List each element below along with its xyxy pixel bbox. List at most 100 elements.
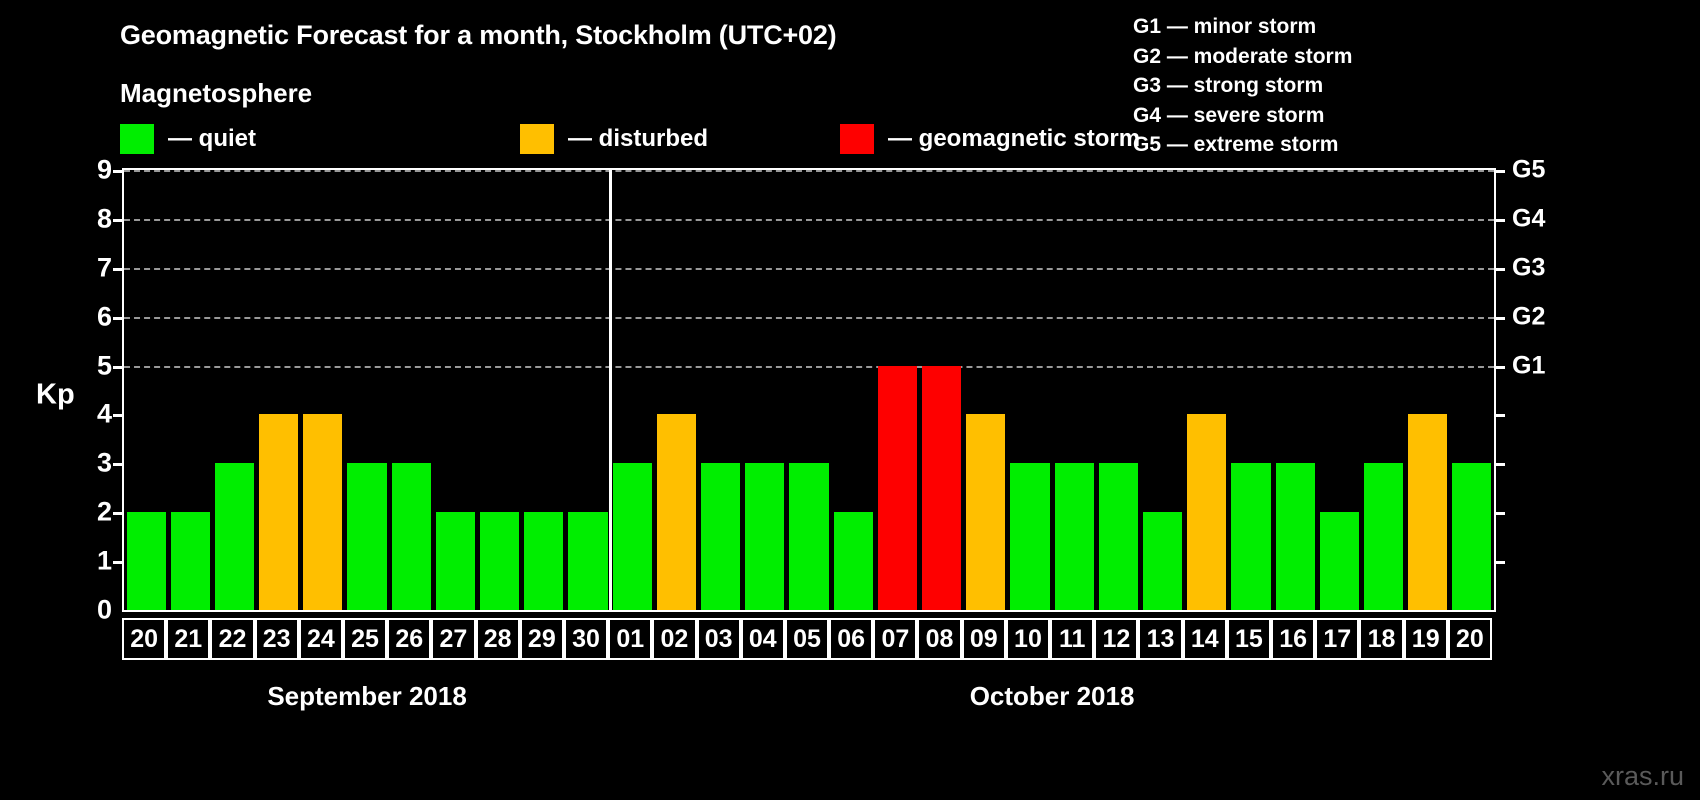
day-label-october-10: 10 [1005, 618, 1051, 660]
plot-inner [113, 170, 1505, 610]
bar-october-05[interactable] [789, 463, 829, 610]
y-axis-label-7: 7 [96, 252, 112, 283]
bar-october-14[interactable] [1187, 414, 1227, 610]
day-label-october-08: 08 [917, 618, 962, 660]
bars-layer [124, 170, 1494, 610]
day-label-october-12: 12 [1094, 618, 1139, 660]
y-tick-right-1 [1494, 561, 1505, 565]
bar-october-11[interactable] [1054, 463, 1094, 610]
y-tick-right-3 [1494, 463, 1505, 467]
legend-swatch-quiet [120, 124, 154, 154]
day-label-september-29: 29 [519, 618, 564, 660]
y-tick-right-9 [1494, 170, 1505, 173]
bar-october-18[interactable] [1363, 463, 1404, 610]
day-label-october-09: 09 [961, 618, 1006, 660]
bar-september-21[interactable] [170, 512, 210, 610]
day-label-october-14: 14 [1182, 618, 1227, 660]
gridline-kp-8 [124, 218, 1494, 221]
day-label-october-13: 13 [1138, 618, 1183, 660]
bar-september-28[interactable] [480, 512, 520, 610]
day-label-september-26: 26 [387, 618, 432, 660]
y-axis-label-6: 6 [96, 301, 112, 332]
bar-october-16[interactable] [1275, 463, 1315, 610]
y-tick-2 [113, 512, 124, 516]
bar-october-12[interactable] [1098, 463, 1138, 610]
page-title: Geomagnetic Forecast for a month, Stockh… [120, 20, 837, 50]
y-tick-7 [113, 267, 124, 271]
bar-october-20[interactable] [1452, 463, 1492, 610]
legend-entry-storm: — geomagnetic storm [840, 122, 1140, 156]
y-tick-5 [113, 365, 124, 369]
day-label-row: 20 21 22 23 24 25 26 27 28 29 30 01 02 03 04 05 06 07 08 09… [122, 618, 1496, 660]
watermark: xras.ru [1601, 761, 1684, 791]
bar-september-22[interactable] [214, 463, 255, 610]
y-tick-1 [113, 561, 124, 565]
bar-october-03[interactable] [701, 463, 741, 610]
gridline-kp-5 [124, 365, 1494, 368]
g-axis-label-G3: G3 [1512, 253, 1546, 282]
y-axis-label-2: 2 [96, 496, 112, 527]
bar-september-26[interactable] [391, 463, 431, 610]
bar-september-20[interactable] [126, 512, 166, 610]
bar-september-30[interactable] [568, 512, 608, 610]
legend-heading: Magnetosphere [120, 78, 313, 108]
day-label-october-04: 04 [740, 618, 785, 660]
bar-september-29[interactable] [524, 512, 564, 610]
day-label-september-25: 25 [342, 618, 388, 660]
y-axis-label-8: 8 [96, 203, 112, 234]
day-label-october-01: 01 [608, 618, 653, 660]
magnetosphere-legend: — quiet — disturbed — geomagnetic storm [120, 122, 1140, 156]
gscale-legend-line-1: G1 — minor storm [1133, 15, 1317, 38]
legend-entry-disturbed: — disturbed [520, 122, 708, 156]
y-tick-right-7 [1494, 267, 1505, 271]
day-label-september-24: 24 [298, 618, 343, 660]
bar-september-25[interactable] [347, 463, 387, 610]
day-label-october-06: 06 [829, 618, 874, 660]
day-label-october-05: 05 [784, 618, 830, 660]
bar-october-02[interactable] [656, 414, 696, 610]
bar-october-01[interactable] [612, 463, 652, 610]
day-label-october-03: 03 [696, 618, 741, 660]
bar-october-10[interactable] [1010, 463, 1050, 610]
bar-october-06[interactable] [833, 512, 873, 610]
y-axis-label-1: 1 [96, 545, 112, 576]
y-tick-right-2 [1494, 512, 1505, 516]
bar-october-09[interactable] [966, 414, 1006, 610]
day-label-october-11: 11 [1050, 618, 1095, 660]
legend-swatch-disturbed [520, 124, 554, 154]
day-label-october-18: 18 [1359, 618, 1404, 660]
day-label-september-30: 30 [563, 618, 609, 660]
bar-october-17[interactable] [1319, 512, 1359, 610]
y-tick-right-5 [1494, 365, 1505, 369]
bar-october-19[interactable] [1408, 414, 1448, 610]
day-label-september-28: 28 [475, 618, 520, 660]
y-tick-6 [113, 316, 124, 320]
y-tick-9 [113, 170, 124, 173]
bar-october-08[interactable] [921, 365, 962, 610]
g-axis-label-G2: G2 [1512, 302, 1546, 331]
bar-october-04[interactable] [745, 463, 785, 610]
bar-september-23[interactable] [259, 414, 299, 610]
day-label-october-07: 07 [873, 618, 918, 660]
bar-october-15[interactable] [1231, 463, 1271, 610]
day-label-october-15: 15 [1226, 618, 1272, 660]
bar-september-24[interactable] [303, 414, 343, 610]
legend-label-storm: — geomagnetic storm [888, 125, 1141, 152]
y-axis-label-3: 3 [96, 447, 112, 478]
plot-area [113, 168, 1505, 612]
day-label-october-19: 19 [1403, 618, 1448, 660]
bar-october-07[interactable] [877, 365, 917, 610]
bar-october-13[interactable] [1142, 512, 1183, 610]
day-label-september-20: 20 [122, 618, 167, 660]
day-label-october-02: 02 [652, 618, 697, 660]
month-divider [608, 170, 612, 610]
bar-september-27[interactable] [435, 512, 476, 610]
y-tick-right-6 [1494, 316, 1505, 320]
y-axis-label-4: 4 [96, 398, 112, 429]
y-tick-3 [113, 463, 124, 467]
legend-label-quiet: — quiet [168, 125, 256, 152]
gscale-legend: G1 — minor storm G2 — moderate storm G3 — … [1133, 12, 1352, 160]
y-tick-right-4 [1494, 414, 1505, 418]
day-label-october-20: 20 [1447, 618, 1492, 660]
day-label-october-16: 16 [1271, 618, 1316, 660]
